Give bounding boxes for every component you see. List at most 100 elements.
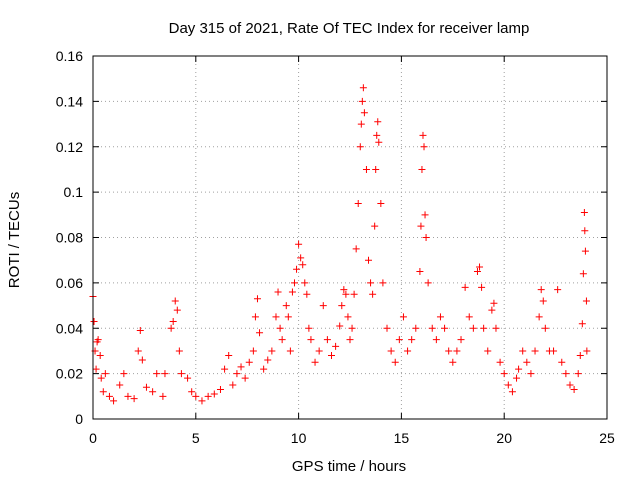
data-point	[420, 143, 428, 151]
y-tick-label: 0.12	[56, 139, 83, 155]
data-point	[161, 370, 169, 378]
data-point	[383, 324, 391, 332]
data-point	[233, 370, 241, 378]
data-point	[581, 247, 589, 255]
data-point	[357, 120, 365, 128]
data-point	[359, 84, 367, 92]
data-point	[260, 365, 268, 373]
data-point	[554, 286, 562, 294]
data-point	[138, 356, 146, 364]
data-point	[419, 131, 427, 139]
data-point	[120, 370, 128, 378]
data-point	[225, 351, 233, 359]
data-point	[367, 279, 375, 287]
data-point	[268, 347, 276, 355]
data-point	[295, 240, 303, 248]
data-point	[377, 199, 385, 207]
data-point	[412, 324, 420, 332]
data-point	[490, 299, 498, 307]
data-point	[101, 370, 109, 378]
data-point	[97, 374, 105, 382]
data-point	[251, 313, 259, 321]
y-tick-label: 0.16	[56, 48, 83, 64]
data-point	[513, 374, 521, 382]
data-point	[373, 131, 381, 139]
data-point	[311, 358, 319, 366]
data-point	[362, 165, 370, 173]
data-point	[159, 392, 167, 400]
data-point	[508, 388, 516, 396]
data-point	[307, 336, 315, 344]
data-point	[338, 302, 346, 310]
data-point	[360, 109, 368, 117]
data-point	[480, 324, 488, 332]
data-point	[558, 358, 566, 366]
data-point	[576, 351, 584, 359]
data-point	[581, 227, 589, 235]
data-point	[570, 386, 578, 394]
x-tick-label: 0	[89, 430, 97, 446]
data-point	[580, 209, 588, 217]
data-point	[110, 397, 118, 405]
data-point	[449, 358, 457, 366]
data-point	[432, 336, 440, 344]
data-point	[323, 336, 331, 344]
data-point	[99, 388, 107, 396]
data-point	[288, 288, 296, 296]
data-point	[488, 306, 496, 314]
data-point	[274, 288, 282, 296]
data-point	[473, 268, 481, 276]
data-point	[210, 390, 218, 398]
y-tick-label: 0.08	[56, 230, 83, 246]
data-point	[358, 97, 366, 105]
data-point	[153, 370, 161, 378]
axis-ticks	[93, 56, 607, 419]
data-point	[124, 392, 132, 400]
data-point	[315, 347, 323, 355]
data-point	[422, 234, 430, 241]
data-point	[348, 324, 356, 332]
data-point	[531, 347, 539, 355]
data-point	[574, 370, 582, 378]
data-point	[496, 358, 504, 366]
data-point	[303, 290, 311, 298]
data-point	[428, 324, 436, 332]
data-point	[134, 347, 142, 355]
data-point	[256, 329, 264, 337]
data-point	[582, 297, 590, 305]
data-point	[500, 370, 508, 378]
data-point	[184, 374, 192, 382]
data-point	[237, 363, 245, 371]
data-point	[408, 336, 416, 344]
data-point	[395, 336, 403, 344]
data-point	[272, 313, 280, 321]
data-point	[342, 290, 350, 298]
data-point	[537, 286, 545, 294]
data-point	[245, 358, 253, 366]
x-tick-label: 20	[496, 430, 512, 446]
data-point	[399, 313, 407, 321]
data-points	[89, 84, 591, 405]
data-point	[404, 347, 412, 355]
data-point	[171, 297, 179, 305]
data-point	[229, 381, 237, 389]
data-point	[566, 381, 574, 389]
data-point	[372, 165, 380, 173]
data-point	[535, 313, 543, 321]
data-point	[282, 302, 290, 310]
data-point	[276, 324, 284, 332]
data-point	[375, 138, 383, 146]
data-point	[436, 313, 444, 321]
data-point	[469, 324, 477, 332]
chart-title: Day 315 of 2021, Rate Of TEC Index for r…	[169, 20, 530, 37]
data-point	[453, 347, 461, 355]
y-axis-title: ROTI / TECUs	[6, 192, 23, 288]
data-point	[293, 265, 301, 273]
x-tick-label: 25	[599, 430, 615, 446]
data-point	[286, 347, 294, 355]
y-tick-label: 0.1	[64, 184, 84, 200]
data-point	[297, 254, 305, 262]
data-point	[579, 270, 587, 278]
data-point	[476, 263, 484, 271]
